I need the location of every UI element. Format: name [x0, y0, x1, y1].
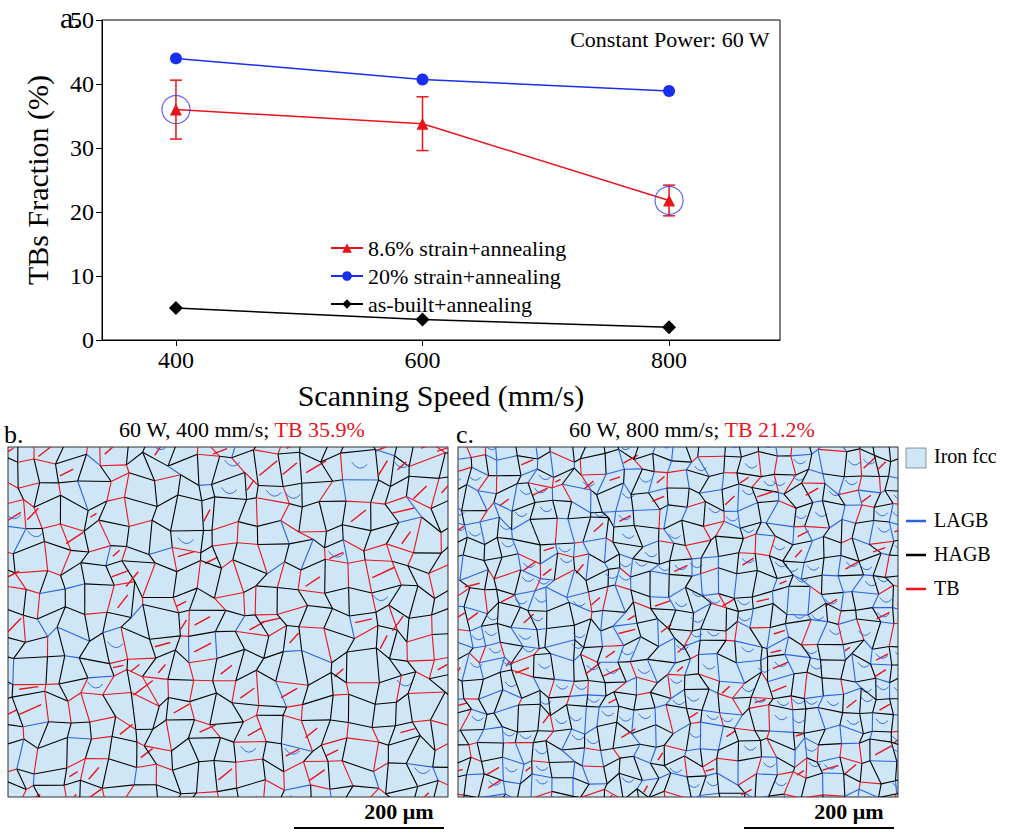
svg-text:40: 40 [70, 71, 94, 97]
svg-text:50: 50 [70, 7, 94, 33]
svg-text:as-built+annealing: as-built+annealing [368, 292, 532, 317]
svg-text:20: 20 [70, 199, 94, 225]
svg-text:400: 400 [158, 347, 194, 373]
svg-text:10: 10 [70, 263, 94, 289]
svg-text:TB: TB [934, 577, 960, 599]
svg-text:Constant Power: 60 W: Constant Power: 60 W [570, 27, 770, 52]
svg-text:8.6% strain+annealing: 8.6% strain+annealing [368, 236, 566, 261]
svg-text:20% strain+annealing: 20% strain+annealing [368, 264, 561, 289]
svg-text:LAGB: LAGB [934, 509, 988, 531]
svg-text:HAGB: HAGB [934, 543, 991, 565]
svg-text:60 W, 400 mm/s; TB 35.9%: 60 W, 400 mm/s; TB 35.9% [119, 417, 365, 442]
svg-text:TBs Fraction (%): TBs Fraction (%) [21, 75, 55, 285]
svg-text:b.: b. [4, 420, 24, 449]
svg-text:30: 30 [70, 135, 94, 161]
svg-text:600: 600 [405, 347, 441, 373]
svg-text:800: 800 [651, 347, 687, 373]
svg-text:200 μm: 200 μm [364, 799, 433, 824]
svg-text:200 μm: 200 μm [814, 799, 883, 824]
svg-text:c.: c. [456, 420, 474, 449]
svg-text:Scanning Speed (mm/s): Scanning Speed (mm/s) [298, 379, 585, 413]
svg-text:Iron fcc: Iron fcc [934, 445, 997, 467]
svg-text:60 W, 800 mm/s; TB 21.2%: 60 W, 800 mm/s; TB 21.2% [569, 417, 815, 442]
svg-text:0: 0 [82, 327, 94, 353]
